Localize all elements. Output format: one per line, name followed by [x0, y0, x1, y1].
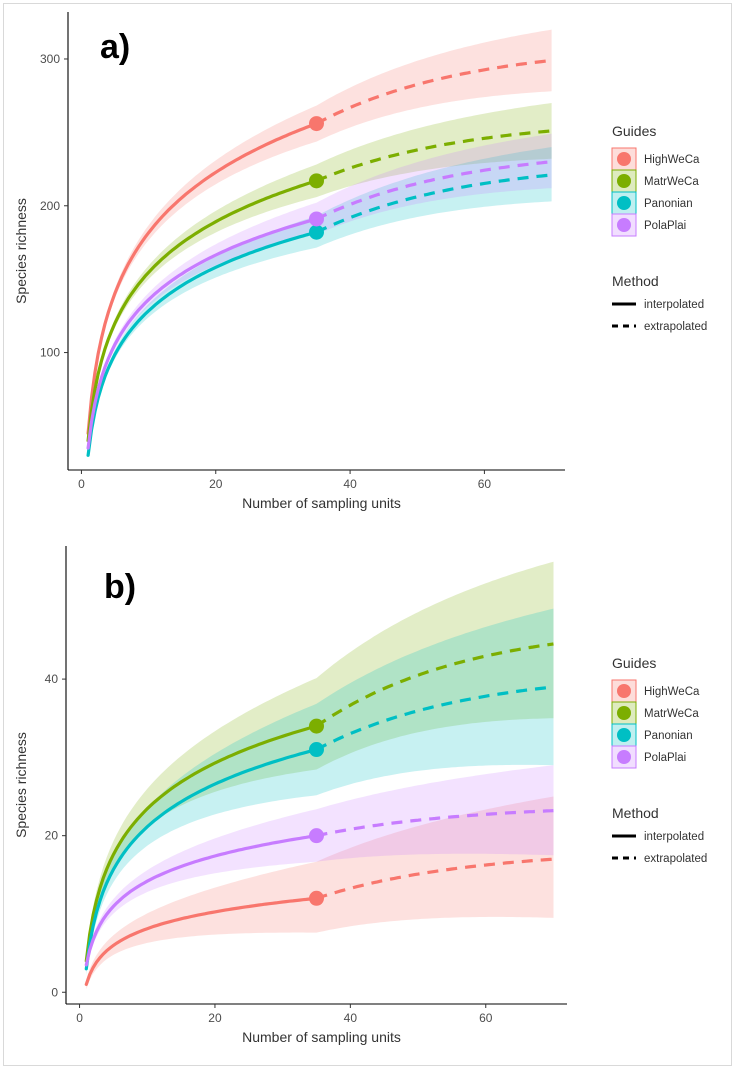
- y-tick-label: 100: [40, 346, 60, 360]
- legend-dot-matrweca: [617, 174, 631, 188]
- y-tick-label: 300: [40, 52, 60, 66]
- extrapolated-line-polaplai: [316, 809, 554, 838]
- legend-label-matrweca: MatrWeCa: [644, 176, 699, 188]
- legend-dot-matrweca: [617, 706, 631, 720]
- extrapolated-line-panonian: [315, 173, 552, 234]
- interpolated-line-panonian: [86, 230, 319, 457]
- panel-b: 0 20 40 60 0 20 40 Number of sampling units Spec…: [13, 546, 707, 1045]
- observed-point-matrweca: [309, 718, 324, 734]
- panel-a: 0 20 40 60 100 200 300 Number of sampling units…: [13, 12, 707, 511]
- interpolated-line-polaplai: [86, 217, 319, 450]
- figure-frame: [3, 3, 732, 1066]
- x-tick-label: 40: [344, 1011, 358, 1025]
- x-axis-title: Number of sampling units: [242, 495, 401, 511]
- legend-dot-panonian: [617, 196, 631, 210]
- extrapolated-line-polaplai: [315, 160, 552, 221]
- observed-point-highweca: [309, 890, 324, 906]
- legend-method-label-extrapolated: extrapolated: [644, 853, 707, 865]
- legend-dot-polaplai: [617, 218, 631, 232]
- observed-point-panonian: [309, 224, 324, 240]
- interpolated-line-polaplai: [84, 834, 319, 967]
- legend-method-label-extrapolated: extrapolated: [644, 321, 707, 333]
- extrapolated-line-matrweca: [315, 129, 552, 183]
- legend-dot-polaplai: [617, 750, 631, 764]
- observed-point-highweca: [309, 116, 324, 132]
- ci-ribbon-panonian: [88, 147, 552, 458]
- observed-point-panonian: [309, 742, 324, 758]
- ci-ribbon-highweca: [88, 29, 552, 436]
- extrapolated-line-highweca: [315, 58, 552, 126]
- legend-label-highweca: HighWeCa: [644, 686, 700, 698]
- extrapolated-line-panonian: [315, 685, 554, 752]
- x-tick-label: 0: [76, 1011, 83, 1025]
- y-tick-label: 0: [51, 985, 58, 999]
- legend-label-polaplai: PolaPlai: [644, 220, 686, 232]
- ci-ribbon-matrweca: [86, 561, 554, 967]
- y-axis-title: Species richness: [13, 732, 29, 838]
- legend-method-label-interpolated: interpolated: [644, 831, 704, 843]
- legend-label-panonian: Panonian: [644, 198, 693, 210]
- x-tick-label: 20: [208, 1011, 222, 1025]
- x-axis-title: Number of sampling units: [242, 1029, 401, 1045]
- interpolated-line-matrweca: [84, 724, 319, 963]
- extrapolated-line-highweca: [316, 857, 554, 900]
- panel-label: b): [104, 568, 136, 606]
- legend-guides-title: Guides: [612, 123, 656, 139]
- interpolated-line-matrweca: [86, 179, 319, 443]
- observed-point-polaplai: [309, 828, 324, 844]
- legend-label-polaplai: PolaPlai: [644, 752, 686, 764]
- y-tick-label: 20: [45, 829, 59, 843]
- x-tick-label: 60: [478, 477, 492, 491]
- extrapolated-line-matrweca: [315, 642, 554, 728]
- legend-method-label-interpolated: interpolated: [644, 299, 704, 311]
- legend-guides-title: Guides: [612, 655, 656, 671]
- panel-label: a): [100, 28, 130, 66]
- interpolated-line-highweca: [84, 896, 319, 987]
- legend-label-highweca: HighWeCa: [644, 154, 700, 166]
- legend-dot-highweca: [617, 152, 631, 166]
- legend-dot-highweca: [617, 684, 631, 698]
- x-tick-label: 0: [78, 477, 85, 491]
- legend-label-panonian: Panonian: [644, 730, 693, 742]
- y-axis-title: Species richness: [13, 198, 29, 304]
- ci-ribbon-polaplai: [88, 133, 552, 451]
- x-tick-label: 20: [209, 477, 223, 491]
- x-tick-label: 40: [343, 477, 357, 491]
- interpolated-line-highweca: [86, 121, 319, 435]
- legend-method-title: Method: [612, 273, 659, 289]
- legend-label-matrweca: MatrWeCa: [644, 708, 699, 720]
- x-tick-label: 60: [479, 1011, 493, 1025]
- interpolated-line-panonian: [84, 747, 319, 971]
- ci-ribbon-polaplai: [86, 765, 554, 969]
- observed-point-polaplai: [309, 211, 324, 227]
- legend-method-title: Method: [612, 805, 659, 821]
- y-tick-label: 200: [40, 199, 60, 213]
- legend-dot-panonian: [617, 728, 631, 742]
- ci-ribbon-panonian: [86, 608, 554, 975]
- y-tick-label: 40: [45, 672, 59, 686]
- observed-point-matrweca: [309, 173, 324, 189]
